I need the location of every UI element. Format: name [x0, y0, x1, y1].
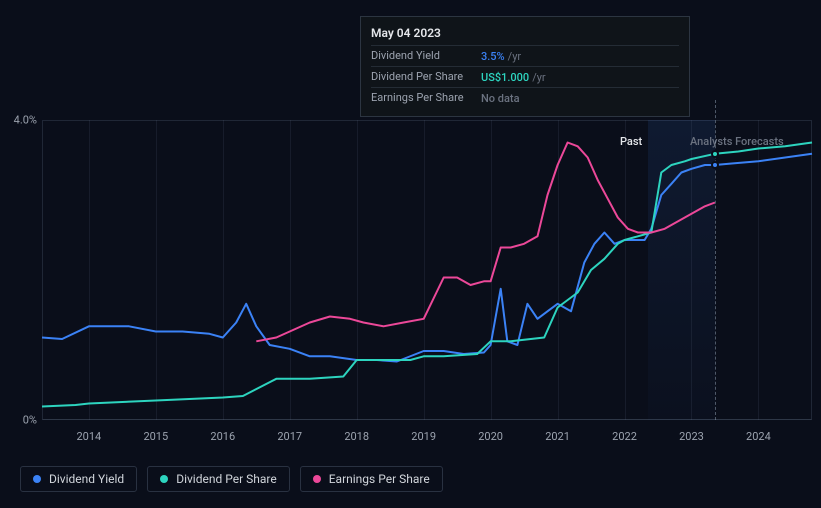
dividend-chart: 0% 4.0% 2014 2015 2016 2017 2018 2019 2020 2021 2…	[0, 0, 821, 508]
x-tick-label: 2014	[76, 430, 101, 443]
legend-dot	[160, 475, 168, 483]
tooltip: May 04 2023 Dividend Yield3.5%/yrDividen…	[360, 16, 690, 117]
chart-lines	[42, 120, 812, 420]
tooltip-key: Dividend Per Share	[371, 70, 481, 84]
x-tick-label: 2016	[210, 430, 235, 443]
legend-label: Earnings Per Share	[329, 472, 430, 486]
hover-marker	[711, 161, 719, 169]
x-tick-label: 2022	[612, 430, 637, 443]
tooltip-row: Dividend Yield3.5%/yr	[371, 45, 679, 66]
tooltip-value: No data	[481, 91, 520, 105]
tooltip-row: Earnings Per ShareNo data	[371, 87, 679, 108]
legend: Dividend Yield Dividend Per Share Earnin…	[20, 466, 443, 492]
legend-dot	[33, 475, 41, 483]
tooltip-date: May 04 2023	[371, 23, 679, 45]
series-dividend_yield	[42, 154, 812, 362]
tooltip-value: US$1.000/yr	[481, 70, 546, 84]
tooltip-row: Dividend Per ShareUS$1.000/yr	[371, 66, 679, 87]
x-tick-label: 2019	[411, 430, 436, 443]
x-tick-label: 2021	[545, 430, 570, 443]
series-dividend_per_share	[42, 143, 812, 407]
forecast-label: Analysts Forecasts	[690, 135, 784, 148]
x-tick-label: 2020	[478, 430, 503, 443]
y-tick-label: 0%	[23, 414, 37, 427]
past-label: Past	[620, 135, 642, 148]
legend-dot	[313, 475, 321, 483]
legend-item-dividend-per-share[interactable]: Dividend Per Share	[147, 466, 290, 492]
x-tick-label: 2017	[277, 430, 302, 443]
tooltip-key: Earnings Per Share	[371, 91, 481, 105]
x-tick-label: 2023	[679, 430, 704, 443]
y-tick-label: 4.0%	[14, 114, 37, 127]
hover-marker	[711, 150, 719, 158]
legend-item-dividend-yield[interactable]: Dividend Yield	[20, 466, 137, 492]
legend-item-earnings-per-share[interactable]: Earnings Per Share	[300, 466, 443, 492]
x-tick-label: 2015	[143, 430, 168, 443]
legend-label: Dividend Per Share	[176, 472, 277, 486]
hover-line	[715, 100, 716, 420]
legend-label: Dividend Yield	[49, 472, 124, 486]
tooltip-value: 3.5%/yr	[481, 49, 521, 63]
tooltip-key: Dividend Yield	[371, 49, 481, 63]
x-tick-label: 2018	[344, 430, 369, 443]
x-tick-label: 2024	[746, 430, 771, 443]
series-earnings_per_share	[256, 143, 715, 342]
